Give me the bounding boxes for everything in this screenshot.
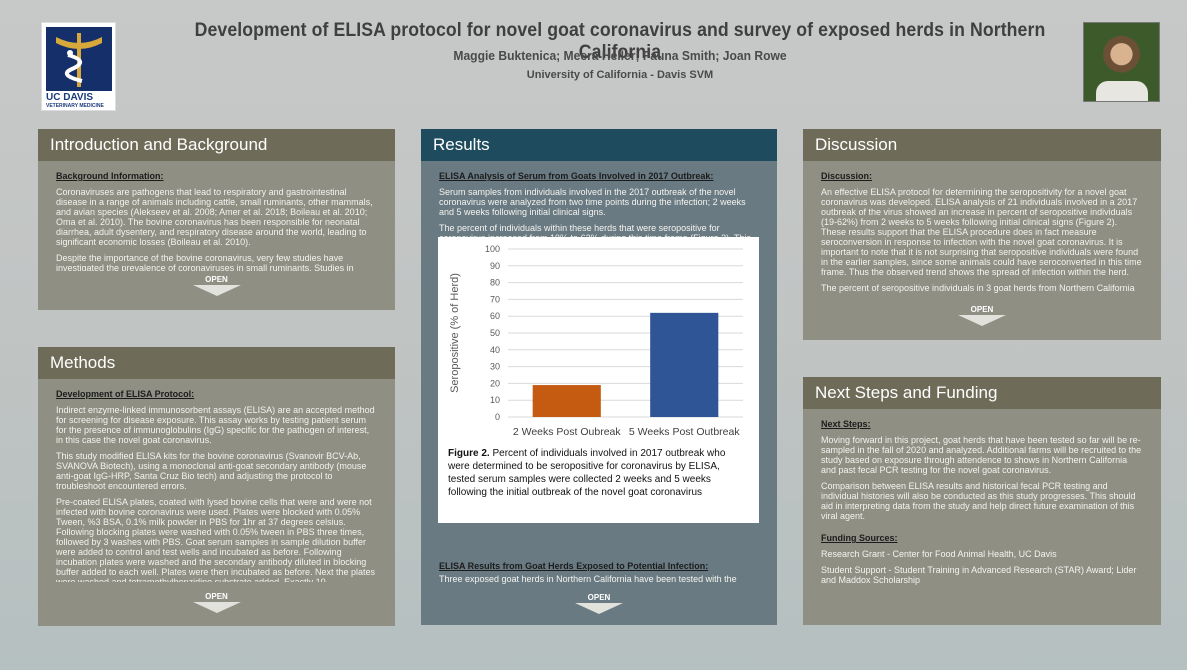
poster-title: Development of ELISA protocol for novel … [194, 20, 1046, 63]
methods-paragraph-2: This study modified ELISA kits for the b… [56, 451, 367, 491]
methods-paragraph-3: Pre-coated ELISA plates, coated with lys… [56, 497, 376, 582]
discussion-subhead: Discussion: [821, 171, 873, 181]
funding-subhead: Funding Sources: [821, 533, 898, 543]
discussion-paragraph-2: The percent of seropositive individuals … [821, 283, 1135, 293]
x-tick-label: 2 Weeks Post Oubreak [513, 426, 622, 438]
author-photo-body [1096, 81, 1148, 101]
caduceus-icon [46, 27, 112, 91]
results-panel: Results ELISA Analysis of Serum from Goa… [421, 129, 777, 625]
x-tick-label: 5 Weeks Post Outbreak [629, 426, 740, 438]
intro-paragraph-2: Despite the importance of the bovine cor… [56, 253, 354, 271]
poster-authors: Maggie Buktenica; Meera Heller; Fauna Sm… [453, 48, 787, 63]
figure-caption-text: Percent of individuals involved in 2017 … [448, 448, 726, 498]
intro-panel: Introduction and Background Background I… [38, 129, 395, 310]
funding-item-1: Research Grant - Center for Food Animal … [821, 549, 1057, 559]
methods-subhead: Development of ELISA Protocol: [56, 389, 195, 399]
uc-davis-logo: UC DAVIS VETERINARY MEDICINE [41, 22, 116, 111]
bar [650, 312, 719, 417]
methods-title: Methods [38, 347, 395, 379]
intro-title: Introduction and Background [38, 129, 395, 161]
logo-subtext: VETERINARY MEDICINE [46, 103, 104, 109]
logo-text: UC DAVIS [46, 92, 94, 103]
chevron-down-icon [192, 602, 241, 613]
open-label: OPEN [205, 275, 228, 284]
intro-paragraph-1: Coronaviruses are pathogens that lead to… [56, 187, 373, 247]
methods-panel: Methods Development of ELISA Protocol: I… [38, 347, 395, 626]
intro-subhead: Background Information: [56, 171, 164, 181]
y-tick-label: 0 [495, 412, 500, 422]
next-steps-title: Next Steps and Funding [803, 377, 1161, 409]
y-tick-label: 40 [490, 345, 500, 355]
next-steps-subhead: Next Steps: [821, 419, 871, 429]
intro-body: Background Information: Coronaviruses ar… [38, 161, 395, 271]
results-paragraph-1: Serum samples from individuals involved … [439, 187, 746, 217]
next-steps-paragraph-1: Moving forward in this project, goat her… [821, 435, 1142, 475]
intro-open-button[interactable]: OPEN [38, 275, 395, 296]
results-paragraph-3: Three exposed goat herds in Northern Cal… [439, 574, 737, 584]
y-tick-label: 20 [490, 378, 500, 388]
author-photo [1083, 22, 1160, 102]
open-label: OPEN [205, 592, 228, 601]
next-steps-body: Next Steps: Moving forward in this proje… [803, 409, 1161, 619]
discussion-panel: Discussion Discussion: An effective ELIS… [803, 129, 1161, 340]
figure-caption: Figure 2. Percent of individuals involve… [448, 447, 748, 499]
discussion-title: Discussion [803, 129, 1161, 161]
chevron-down-icon [575, 603, 623, 614]
y-axis-label: Seropositive (% of Herd) [449, 273, 461, 393]
seropositive-bar-chart: 0 10 20 30 40 50 60 70 80 90 100 Seropositive (% of… [449, 244, 743, 438]
methods-open-button[interactable]: OPEN [38, 592, 395, 613]
y-tick-label: 100 [485, 244, 500, 254]
y-tick-label: 50 [490, 328, 500, 338]
y-tick-label: 60 [490, 311, 500, 321]
y-tick-label: 80 [490, 278, 500, 288]
open-label: OPEN [587, 593, 611, 602]
poster-institution: University of California - Davis SVM [526, 69, 714, 81]
figure-caption-label: Figure 2. [448, 448, 490, 459]
discussion-paragraph-1: An effective ELISA protocol for determin… [821, 187, 1142, 277]
results-body-2: ELISA Results from Goat Herds Exposed to… [421, 557, 777, 587]
results-subhead-2: ELISA Results from Goat Herds Exposed to… [439, 561, 709, 571]
results-open-button[interactable]: OPEN [421, 593, 777, 614]
y-tick-label: 70 [490, 294, 500, 304]
results-subhead: ELISA Analysis of Serum from Goats Invol… [439, 171, 714, 181]
y-tick-label: 30 [490, 362, 500, 372]
next-steps-paragraph-2: Comparison between ELISA results and his… [821, 481, 1136, 521]
funding-item-2: Student Support - Student Training in Ad… [821, 565, 1137, 585]
chevron-down-icon [192, 285, 241, 296]
bar [532, 385, 601, 417]
discussion-open-button[interactable]: OPEN [803, 305, 1161, 326]
figure-2: 0 10 20 30 40 50 60 70 80 90 100 Seropositive (% of… [438, 237, 759, 523]
methods-body: Development of ELISA Protocol: Indirect … [38, 379, 395, 582]
y-tick-label: 10 [490, 395, 500, 405]
discussion-body: Discussion: An effective ELISA protocol … [803, 161, 1161, 299]
chevron-down-icon [958, 315, 1006, 326]
results-title: Results [421, 129, 777, 161]
next-steps-panel: Next Steps and Funding Next Steps: Movin… [803, 377, 1161, 625]
methods-paragraph-1: Indirect enzyme-linked immunosorbent ass… [56, 405, 375, 445]
open-label: OPEN [970, 305, 994, 314]
y-tick-label: 90 [490, 261, 500, 271]
